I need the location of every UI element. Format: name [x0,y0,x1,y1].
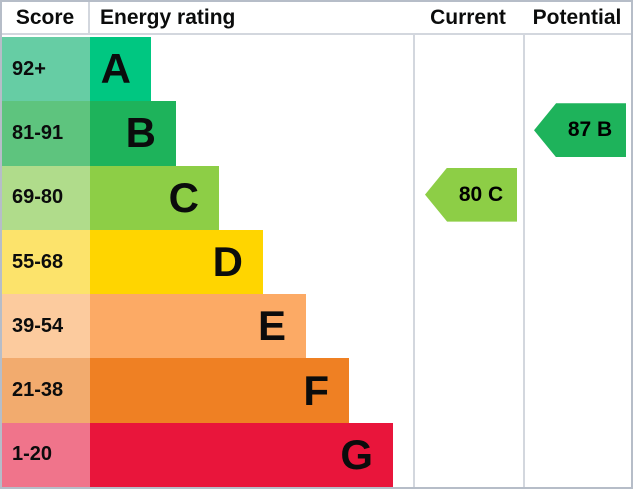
current-rating-arrow: 80 C [425,167,517,222]
band-row-d: 55-68 D [2,229,393,295]
rating-bar-g: G [90,422,393,487]
band-letter: A [100,45,131,93]
score-range-d: 55-68 [2,229,90,295]
rating-bar-b: B [90,101,176,166]
potential-column-divider [523,2,525,487]
band-letter: F [303,366,329,414]
rating-bar-a: A [90,37,151,102]
rating-bar-d: D [90,229,263,295]
score-range-a: 92+ [2,37,90,102]
chart-header: Score Energy rating Current Potential [2,2,631,35]
current-column-header: Current [430,5,506,29]
rating-bar-e: E [90,294,306,359]
rating-bar-f: F [90,358,349,423]
current-column-divider [413,2,415,487]
score-range-b: 81-91 [2,101,90,166]
band-letter: G [340,430,373,478]
potential-rating-arrow: 87 B [534,103,626,158]
score-range-c: 69-80 [2,165,90,230]
score-range-g: 1-20 [2,422,90,487]
band-rows: 92+ A 81-91 B 69-80 C 55-68 D 39-54 E 21-38 F 1-20 G [2,37,393,487]
band-letter: D [212,238,243,286]
score-range-f: 21-38 [2,358,90,423]
rating-bar-c: C [90,165,219,230]
potential-column-header: Potential [532,5,622,29]
score-column-header: Score [2,2,90,33]
band-row-a: 92+ A [2,37,393,102]
band-letter: E [257,302,286,350]
band-row-e: 39-54 E [2,294,393,359]
band-row-c: 69-80 C [2,165,393,230]
band-row-b: 81-91 B [2,101,393,166]
band-letter: B [125,109,156,157]
score-range-e: 39-54 [2,294,90,359]
band-letter: C [168,173,199,221]
band-row-g: 1-20 G [2,422,393,487]
band-row-f: 21-38 F [2,358,393,423]
energy-rating-column-header: Energy rating [100,5,236,29]
